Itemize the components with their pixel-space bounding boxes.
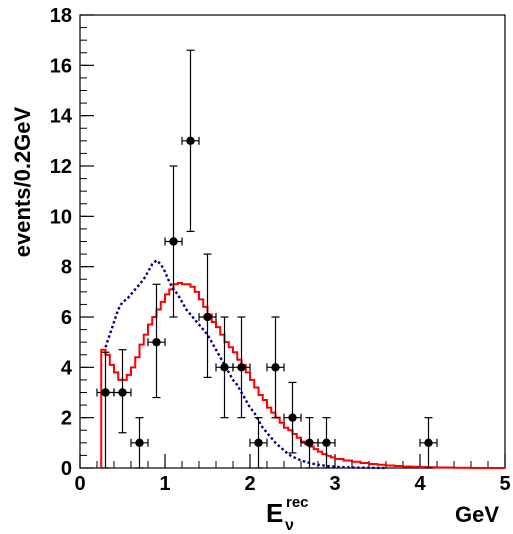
y-tick-label: 8 <box>61 257 72 279</box>
data-marker <box>237 363 246 372</box>
y-tick-label: 14 <box>50 106 73 128</box>
data-points <box>96 49 438 469</box>
x-tick-label: 5 <box>499 473 510 495</box>
data-point <box>113 349 132 434</box>
data-marker <box>254 438 263 448</box>
data-point <box>198 253 217 378</box>
x-tick-label: 0 <box>74 473 85 495</box>
x-tick-label: 1 <box>159 473 170 495</box>
y-tick-label: 18 <box>50 5 72 27</box>
data-marker <box>203 312 212 322</box>
y-tick-label: 16 <box>50 55 72 77</box>
y-tick-label: 4 <box>61 357 73 379</box>
data-marker <box>271 363 280 372</box>
y-tick-label: 12 <box>50 156 72 178</box>
data-point <box>164 165 183 318</box>
data-point <box>283 381 302 454</box>
y-tick-label: 0 <box>61 458 72 480</box>
x-axis-title: E ν rec <box>266 494 309 534</box>
x-tick-label: 2 <box>244 473 255 495</box>
series-layer <box>100 258 505 470</box>
data-marker <box>152 337 161 347</box>
data-marker <box>186 136 195 146</box>
data-point <box>181 49 200 233</box>
data-point <box>96 351 115 469</box>
series-line-dotted <box>104 258 387 470</box>
data-marker <box>101 388 110 397</box>
data-point <box>419 417 438 469</box>
x-tick-label: 3 <box>329 473 340 495</box>
data-marker <box>135 438 144 448</box>
x-axis-title-subscript: ν <box>285 517 294 534</box>
data-point <box>130 417 149 469</box>
data-point <box>317 417 336 469</box>
x-axis-ticks: 0 1 2 3 4 5 <box>74 454 511 495</box>
y-tick-label: 6 <box>61 307 72 329</box>
y-tick-label: 2 <box>61 408 72 430</box>
data-marker <box>169 237 178 246</box>
y-axis-ticks: 0 2 4 6 8 10 12 14 16 18 <box>50 5 94 480</box>
data-point <box>147 283 166 399</box>
data-marker <box>118 388 127 397</box>
series-line-solid <box>100 282 505 469</box>
data-marker <box>288 413 297 422</box>
x-axis-title-main: E <box>266 498 283 528</box>
data-point <box>232 316 251 419</box>
data-marker <box>424 438 433 448</box>
data-marker <box>322 438 331 448</box>
data-point <box>266 316 285 419</box>
x-axis-title-superscript: rec <box>286 494 309 511</box>
y-tick-label: 10 <box>50 206 72 228</box>
x-axis-unit: GeV <box>455 502 499 527</box>
data-marker <box>220 363 229 372</box>
data-marker <box>305 438 314 448</box>
y-axis-title: events/0.2GeV <box>10 106 35 257</box>
data-point <box>249 417 268 469</box>
x-tick-label: 4 <box>414 473 426 495</box>
data-point <box>215 316 234 419</box>
